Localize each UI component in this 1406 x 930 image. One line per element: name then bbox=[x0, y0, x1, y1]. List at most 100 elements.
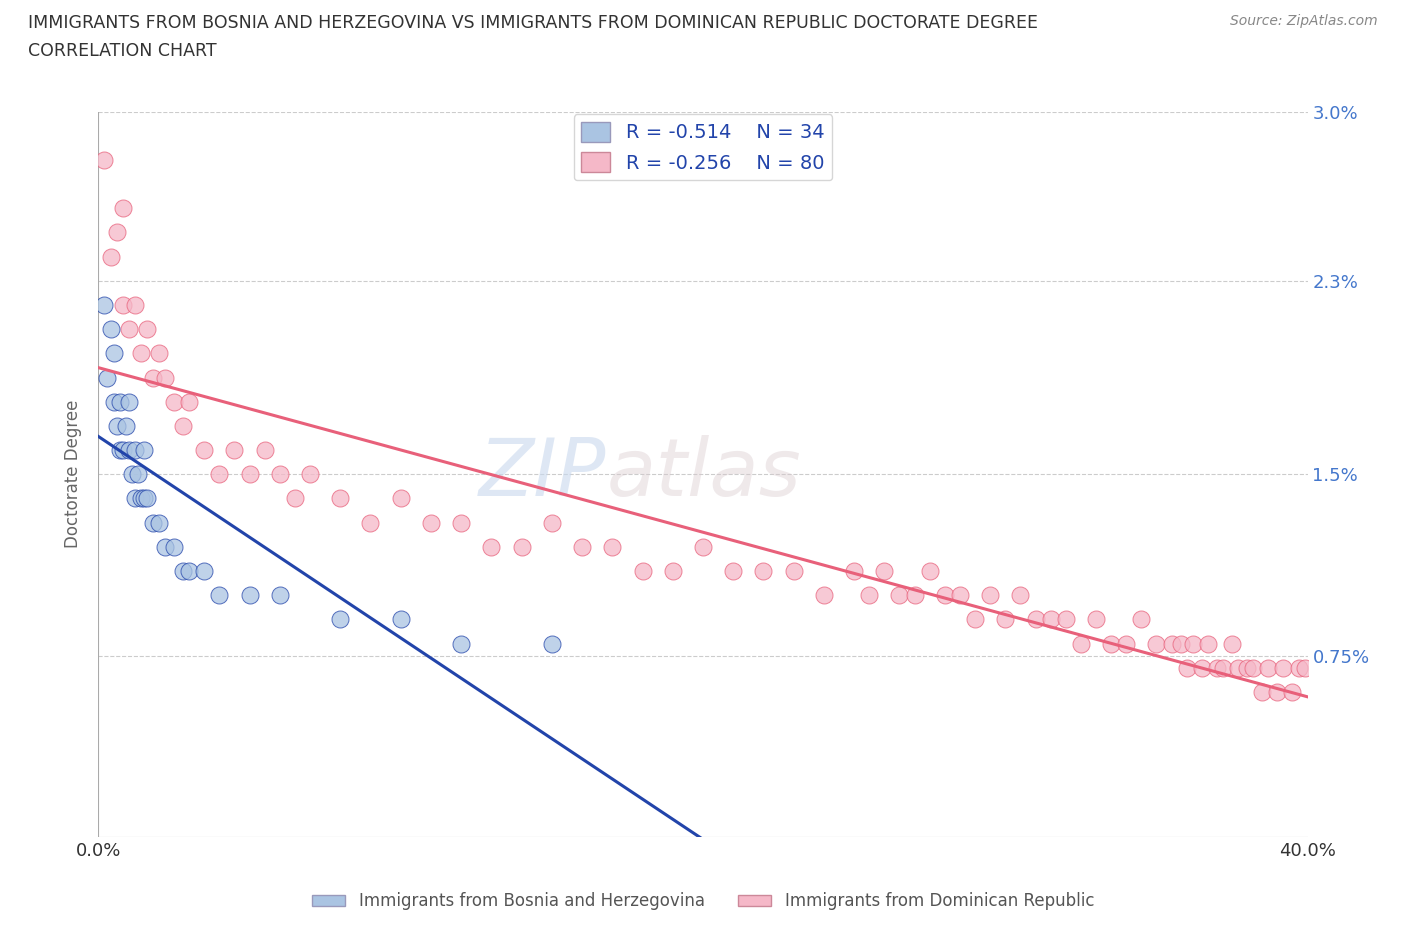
Text: Source: ZipAtlas.com: Source: ZipAtlas.com bbox=[1230, 14, 1378, 28]
Text: IMMIGRANTS FROM BOSNIA AND HERZEGOVINA VS IMMIGRANTS FROM DOMINICAN REPUBLIC DOC: IMMIGRANTS FROM BOSNIA AND HERZEGOVINA V… bbox=[28, 14, 1038, 32]
Legend: Immigrants from Bosnia and Herzegovina, Immigrants from Dominican Republic: Immigrants from Bosnia and Herzegovina, … bbox=[305, 885, 1101, 917]
Point bbox=[148, 346, 170, 361]
Point bbox=[918, 564, 941, 578]
Point bbox=[127, 467, 149, 482]
Point bbox=[661, 564, 683, 578]
Point bbox=[153, 539, 176, 554]
Point bbox=[1024, 612, 1046, 627]
Point bbox=[813, 588, 835, 603]
Point bbox=[153, 370, 176, 385]
Point bbox=[163, 394, 186, 409]
Point bbox=[692, 539, 714, 554]
Point bbox=[389, 612, 412, 627]
Point bbox=[329, 491, 352, 506]
Point bbox=[129, 346, 152, 361]
Point bbox=[129, 491, 152, 506]
Point bbox=[540, 636, 562, 651]
Point bbox=[96, 370, 118, 385]
Point bbox=[172, 418, 194, 433]
Point bbox=[1160, 636, 1182, 651]
Point bbox=[389, 491, 412, 506]
Point bbox=[124, 491, 146, 506]
Point bbox=[450, 636, 472, 651]
Point bbox=[111, 201, 134, 216]
Point bbox=[208, 588, 231, 603]
Point bbox=[420, 515, 443, 530]
Point bbox=[108, 394, 131, 409]
Point bbox=[450, 515, 472, 530]
Point bbox=[1206, 660, 1229, 675]
Point bbox=[602, 539, 624, 554]
Point bbox=[103, 346, 125, 361]
Point bbox=[1039, 612, 1062, 627]
Point bbox=[100, 322, 122, 337]
Point bbox=[142, 370, 165, 385]
Point bbox=[1272, 660, 1295, 675]
Point bbox=[118, 394, 141, 409]
Point bbox=[1294, 660, 1316, 675]
Point bbox=[360, 515, 382, 530]
Point bbox=[1288, 660, 1310, 675]
Point bbox=[111, 443, 134, 458]
Point bbox=[889, 588, 911, 603]
Point bbox=[1220, 636, 1243, 651]
Point bbox=[208, 467, 231, 482]
Point bbox=[103, 394, 125, 409]
Point bbox=[132, 491, 155, 506]
Point bbox=[1099, 636, 1122, 651]
Point bbox=[979, 588, 1001, 603]
Point bbox=[179, 564, 201, 578]
Point bbox=[269, 467, 291, 482]
Point bbox=[1197, 636, 1219, 651]
Point bbox=[1144, 636, 1167, 651]
Point bbox=[1257, 660, 1279, 675]
Point bbox=[193, 443, 215, 458]
Point bbox=[111, 298, 134, 312]
Point bbox=[193, 564, 215, 578]
Point bbox=[172, 564, 194, 578]
Point bbox=[253, 443, 276, 458]
Point bbox=[121, 467, 143, 482]
Point bbox=[132, 443, 155, 458]
Point bbox=[105, 225, 128, 240]
Point bbox=[124, 443, 146, 458]
Point bbox=[934, 588, 956, 603]
Point bbox=[540, 515, 562, 530]
Point bbox=[1010, 588, 1032, 603]
Point bbox=[844, 564, 866, 578]
Point bbox=[124, 298, 146, 312]
Point bbox=[1130, 612, 1153, 627]
Point bbox=[1227, 660, 1250, 675]
Point bbox=[1170, 636, 1192, 651]
Point bbox=[1281, 684, 1303, 699]
Point bbox=[873, 564, 896, 578]
Point bbox=[329, 612, 352, 627]
Point bbox=[1115, 636, 1137, 651]
Point bbox=[105, 418, 128, 433]
Legend: R = -0.514    N = 34, R = -0.256    N = 80: R = -0.514 N = 34, R = -0.256 N = 80 bbox=[574, 114, 832, 180]
Point bbox=[949, 588, 972, 603]
Point bbox=[1175, 660, 1198, 675]
Point bbox=[1054, 612, 1077, 627]
Point bbox=[93, 153, 115, 167]
Point bbox=[1241, 660, 1264, 675]
Point bbox=[135, 491, 157, 506]
Point bbox=[965, 612, 987, 627]
Point bbox=[114, 418, 136, 433]
Point bbox=[631, 564, 654, 578]
Point bbox=[1191, 660, 1213, 675]
Point bbox=[1267, 684, 1289, 699]
Point bbox=[783, 564, 806, 578]
Point bbox=[239, 588, 262, 603]
Point bbox=[481, 539, 503, 554]
Point bbox=[1236, 660, 1258, 675]
Point bbox=[752, 564, 775, 578]
Point bbox=[100, 249, 122, 264]
Text: atlas: atlas bbox=[606, 435, 801, 513]
Point bbox=[135, 322, 157, 337]
Point bbox=[142, 515, 165, 530]
Point bbox=[148, 515, 170, 530]
Point bbox=[994, 612, 1017, 627]
Point bbox=[163, 539, 186, 554]
Text: CORRELATION CHART: CORRELATION CHART bbox=[28, 42, 217, 60]
